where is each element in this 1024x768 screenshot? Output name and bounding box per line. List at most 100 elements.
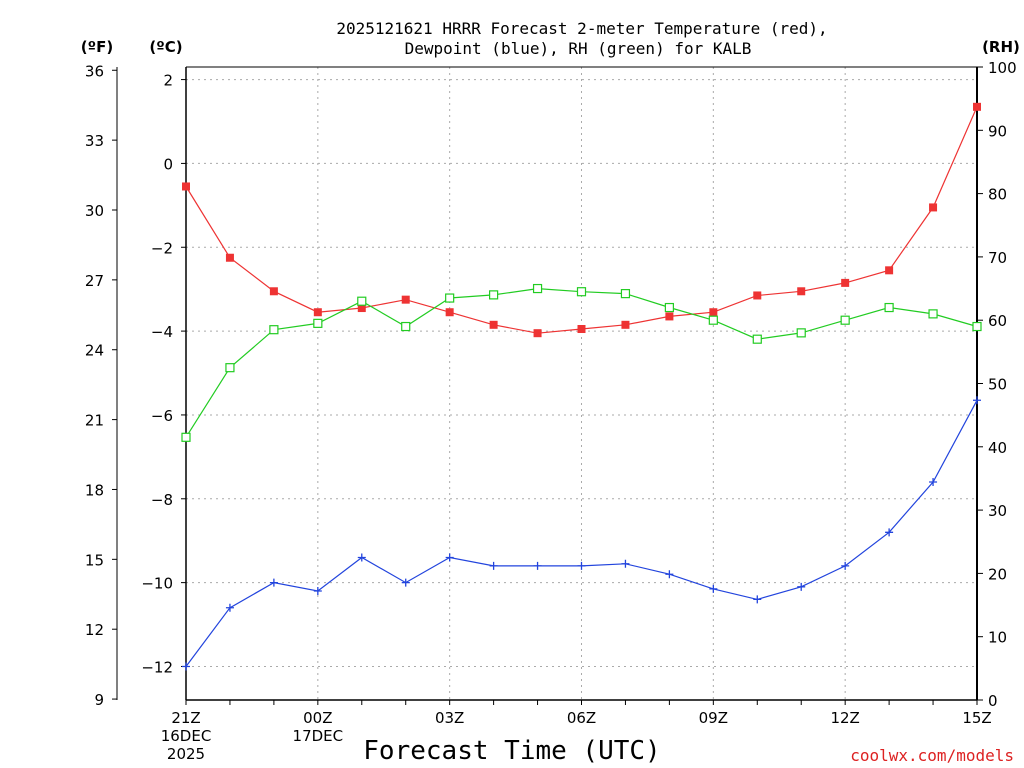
fahrenheit-unit-label: (ºF) [81, 38, 113, 56]
dewpoint-point [709, 584, 718, 593]
chart-title-line2: Dewpoint (blue), RH (green) for KALB [405, 39, 752, 58]
fahrenheit-tick-label: 21 [85, 412, 104, 430]
dewpoint-point [313, 587, 322, 596]
x-tick-label: 09Z [699, 709, 728, 727]
rh-point [489, 290, 499, 300]
fahrenheit-tick-label: 33 [85, 132, 104, 150]
dewpoint-point [753, 595, 762, 604]
dewpoint-point [973, 396, 981, 405]
fahrenheit-tick-label: 18 [85, 481, 104, 499]
temperature-point [709, 308, 718, 317]
temperature-point [269, 287, 278, 296]
rh-unit-label: (RH) [982, 38, 1020, 56]
temperature-point [313, 308, 322, 317]
fahrenheit-tick-label: 30 [85, 202, 104, 220]
rh-point [928, 309, 938, 319]
celsius-tick-label: −8 [151, 491, 173, 509]
x-tick-label: 15Z [962, 709, 991, 727]
dewpoint-point [225, 603, 234, 612]
rh-tick-label: 40 [988, 439, 1007, 457]
fahrenheit-tick-label: 12 [85, 621, 104, 639]
temperature-point [929, 203, 938, 212]
rh-tick-label: 30 [988, 502, 1007, 520]
rh-point [576, 287, 587, 297]
fahrenheit-tick-label: 9 [94, 691, 104, 709]
credit-label: coolwx.com/models [850, 746, 1014, 765]
rh-point [708, 315, 718, 325]
rh-tick-label: 70 [988, 249, 1007, 267]
dewpoint-point [533, 561, 542, 570]
dewpoint-point [445, 553, 454, 562]
dewpoint-point [489, 561, 498, 570]
rh-point [181, 432, 191, 442]
rh-point [269, 325, 279, 335]
rh-tick-label: 100 [988, 59, 1017, 77]
dewpoint-point [621, 559, 630, 568]
dewpoint-point [929, 478, 938, 487]
x-axis-label: Forecast Time (UTC) [363, 736, 660, 766]
temperature-point [753, 291, 762, 300]
rh-point [445, 293, 455, 303]
x-tick-label: 2025 [167, 745, 205, 763]
celsius-tick-label: 2 [163, 72, 173, 90]
celsius-tick-label: 0 [163, 155, 173, 173]
rh-tick-label: 50 [988, 376, 1007, 394]
chart-title-line1: 2025121621 HRRR Forecast 2-meter Tempera… [336, 19, 827, 38]
x-tick-label: 03Z [435, 709, 464, 727]
x-tick-label: 06Z [567, 709, 596, 727]
temperature-point [797, 287, 806, 296]
temperature-point [621, 320, 630, 329]
x-tick-label: 12Z [830, 709, 859, 727]
rh-tick-label: 20 [988, 565, 1007, 583]
tick-labels: 363330272421181512920−2−4−6−8−10−1210090… [85, 59, 1017, 763]
temperature-point [885, 266, 894, 275]
dewpoint-point [401, 578, 410, 587]
series-layer [181, 102, 982, 671]
rh-point [225, 363, 235, 373]
temperature-point [357, 304, 366, 313]
rh-point [620, 289, 631, 299]
dewpoint-point [182, 662, 190, 671]
dewpoint-point [269, 578, 278, 587]
fahrenheit-tick-label: 27 [85, 272, 104, 290]
temperature-point [577, 325, 586, 334]
rh-point [664, 302, 674, 313]
dewpoint-point [577, 561, 586, 570]
dewpoint-point [357, 553, 366, 562]
rh-point [313, 318, 323, 328]
dewpoint-point [841, 561, 850, 570]
rh-point [972, 321, 982, 332]
celsius-tick-label: −6 [151, 407, 173, 425]
x-tick-label: 17DEC [293, 727, 344, 745]
celsius-tick-label: −10 [141, 575, 173, 593]
rh-point [840, 315, 850, 325]
temperature-point [973, 102, 981, 111]
dewpoint-point [797, 582, 806, 591]
temperature-point [182, 182, 190, 191]
dewpoint-point [665, 570, 674, 579]
rh-point [401, 321, 411, 332]
celsius-tick-label: −4 [151, 323, 173, 341]
rh-tick-label: 0 [988, 692, 998, 710]
celsius-unit-label: (ºC) [149, 38, 182, 56]
temperature-point [489, 320, 498, 329]
rh-point [357, 296, 367, 306]
rh-tick-label: 90 [988, 122, 1007, 140]
fahrenheit-tick-label: 36 [85, 62, 104, 80]
temperature-point [445, 308, 454, 317]
x-tick-label: 21Z [171, 709, 200, 727]
rh-tick-label: 60 [988, 312, 1007, 330]
rh-tick-label: 80 [988, 186, 1007, 204]
rh-point [752, 334, 762, 344]
rh-tick-label: 10 [988, 629, 1007, 647]
temperature-point [533, 329, 542, 338]
temperature-point [841, 278, 850, 287]
x-tick-label: 16DEC [161, 727, 212, 745]
celsius-tick-label: −12 [141, 658, 173, 676]
axes [112, 66, 983, 705]
celsius-tick-label: −2 [151, 239, 173, 257]
temperature-point [225, 253, 234, 262]
rh-point [796, 328, 806, 338]
